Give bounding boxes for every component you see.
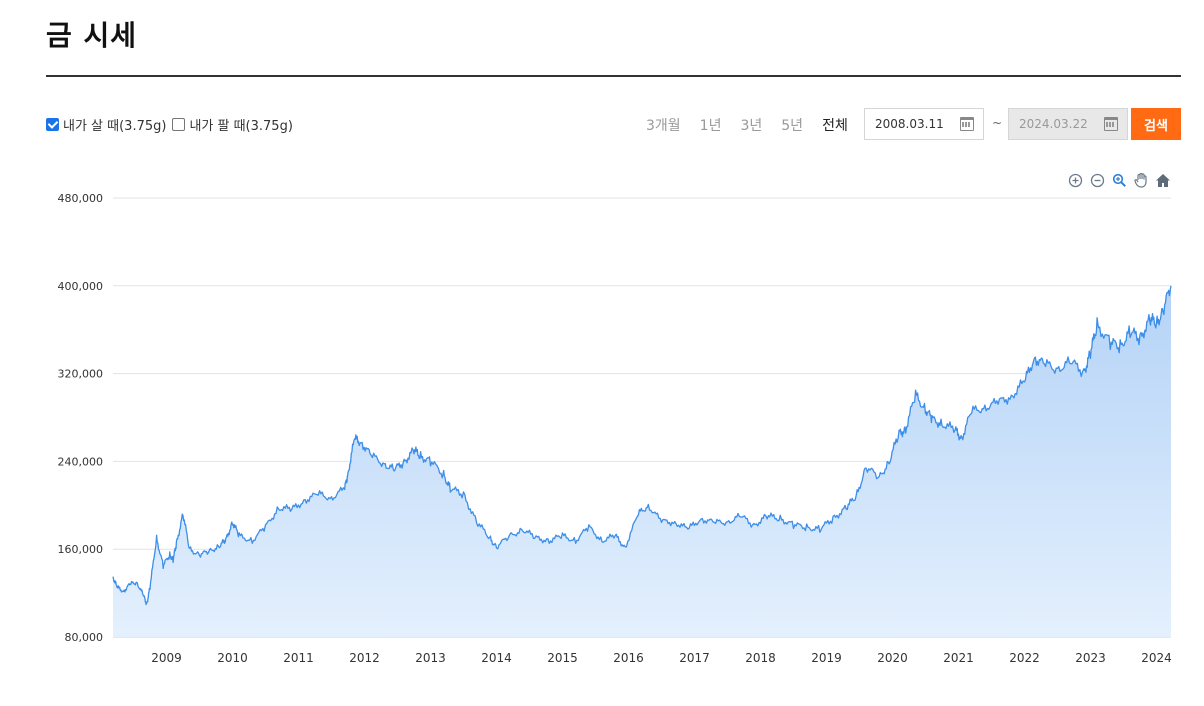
y-tick-label: 320,000	[58, 368, 104, 381]
x-tick-label: 2016	[613, 651, 644, 665]
start-date-field[interactable]: 2008.03.11	[864, 108, 984, 140]
y-tick-label: 480,000	[58, 192, 104, 205]
x-tick-label: 2018	[745, 651, 776, 665]
x-tick-label: 2021	[943, 651, 974, 665]
x-tick-label: 2024	[1141, 651, 1172, 665]
y-tick-label: 160,000	[58, 543, 104, 556]
price-area-fill	[113, 285, 1171, 637]
x-tick-label: 2010	[217, 651, 248, 665]
end-date-value: 2024.03.22	[1019, 117, 1088, 131]
price-type-checkboxes: 내가 살 때(3.75g) 내가 팔 때(3.75g)	[46, 115, 293, 134]
x-tick-label: 2017	[679, 651, 710, 665]
price-line	[112, 285, 1172, 606]
chart-toolbar	[1066, 171, 1176, 189]
x-tick-label: 2023	[1075, 651, 1106, 665]
x-tick-label: 2015	[547, 651, 578, 665]
buy-checkbox-label: 내가 살 때(3.75g)	[63, 119, 167, 134]
magnify-icon[interactable]	[1110, 171, 1128, 189]
period-tabs: 3개월 1년 3년 5년 전체	[646, 115, 867, 135]
x-tick-label: 2020	[877, 651, 908, 665]
date-separator: ~	[992, 116, 1003, 130]
period-tab-all[interactable]: 전체	[822, 118, 848, 134]
x-tick-label: 2013	[415, 651, 446, 665]
filter-toolbar: 내가 살 때(3.75g) 내가 팔 때(3.75g) 3개월 1년 3년 5년…	[46, 108, 1181, 140]
x-axis: 2009 2010 2011 2012 2013 2014 2015 2016 2017 2018…	[151, 651, 1172, 665]
y-axis: 80,000 160,000 240,000 320,000 400,000 480,00…	[58, 192, 104, 644]
gold-price-chart: 80,000 160,000 240,000 320,000 400,000 480,00…	[58, 192, 1172, 665]
sell-checkbox-label: 내가 팔 때(3.75g)	[189, 119, 293, 134]
zoom-in-icon[interactable]	[1066, 171, 1084, 189]
x-tick-label: 2012	[349, 651, 380, 665]
end-date-field[interactable]: 2024.03.22	[1008, 108, 1128, 140]
period-tab-5y[interactable]: 5년	[781, 118, 804, 134]
buy-checkbox-box[interactable]	[46, 118, 59, 131]
x-tick-label: 2009	[151, 651, 182, 665]
zoom-out-icon[interactable]	[1088, 171, 1106, 189]
sell-price-checkbox[interactable]: 내가 팔 때(3.75g)	[172, 115, 293, 134]
period-tab-3m[interactable]: 3개월	[646, 118, 681, 134]
page-title: 금 시세	[46, 19, 138, 52]
title-divider	[46, 75, 1181, 77]
calendar-icon[interactable]	[960, 117, 974, 131]
x-tick-label: 2011	[283, 651, 314, 665]
x-tick-label: 2022	[1009, 651, 1040, 665]
period-tab-1y[interactable]: 1년	[699, 118, 722, 134]
home-icon[interactable]	[1154, 171, 1172, 189]
y-tick-label: 240,000	[58, 455, 104, 468]
pan-hand-icon[interactable]	[1132, 171, 1150, 189]
x-tick-label: 2019	[811, 651, 842, 665]
x-tick-label: 2014	[481, 651, 512, 665]
y-tick-label: 400,000	[58, 280, 104, 293]
calendar-icon[interactable]	[1104, 117, 1118, 131]
buy-price-checkbox[interactable]: 내가 살 때(3.75g)	[46, 115, 166, 134]
search-button[interactable]: 검색	[1131, 108, 1181, 140]
sell-checkbox-box[interactable]	[172, 118, 186, 131]
period-tab-3y[interactable]: 3년	[740, 118, 763, 134]
start-date-value: 2008.03.11	[875, 117, 944, 131]
y-tick-label: 80,000	[65, 631, 104, 644]
